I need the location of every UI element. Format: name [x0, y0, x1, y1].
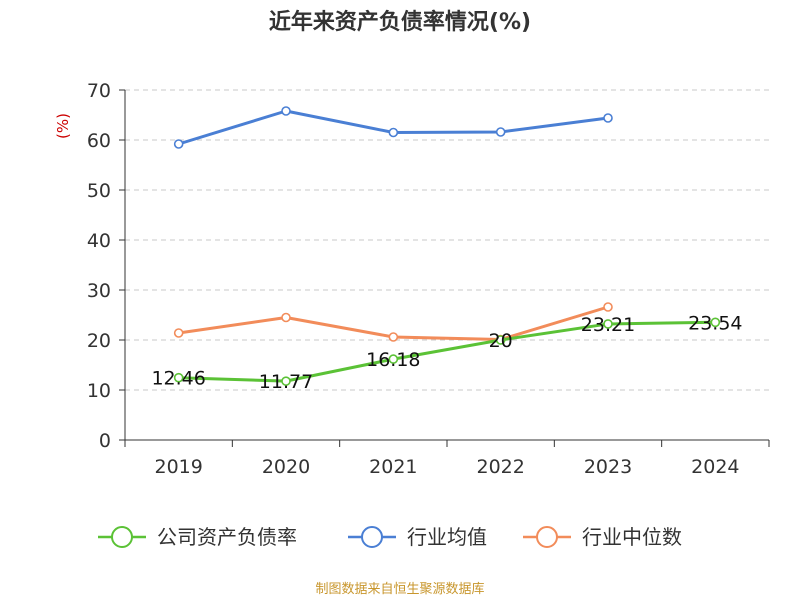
x-tick-label: 2023: [584, 456, 632, 478]
series-layer: [173, 106, 721, 386]
grid-lines: [125, 89, 769, 391]
series-point-0[interactable]: [495, 335, 506, 345]
legend-swatch-marker: [361, 526, 383, 548]
series-line-1: [178, 109, 609, 146]
series-line-0: [178, 320, 716, 383]
series-point-0[interactable]: [281, 376, 291, 386]
series-point-1[interactable]: [603, 113, 613, 123]
data-label: 16.18: [366, 349, 420, 371]
y-tick-label: 50: [87, 180, 111, 202]
legend-item-1[interactable]: 行业均值: [348, 525, 487, 549]
series-point-1[interactable]: [495, 127, 506, 137]
y-axis-unit-label: (%): [54, 113, 72, 139]
x-tick-label: 2022: [476, 456, 524, 478]
series-point-1[interactable]: [281, 106, 291, 116]
series-point-2[interactable]: [281, 312, 291, 323]
chart-source: 制图数据来自恒生聚源数据库: [315, 582, 485, 597]
series-point-1[interactable]: [173, 139, 184, 149]
y-tick-label: 60: [87, 130, 111, 152]
legend-label: 行业均值: [407, 525, 487, 549]
legend-item-2[interactable]: 行业中位数: [523, 525, 682, 549]
series-point-0[interactable]: [710, 317, 721, 328]
y-tick-label: 10: [87, 380, 111, 402]
x-tick-label: 2024: [691, 456, 739, 478]
series-point-2[interactable]: [173, 328, 184, 338]
x-tick-label: 2019: [154, 456, 202, 478]
data-labels: 12.46 11.77 16.18 20 23.21 23.54: [151, 312, 742, 393]
y-tick-label: 70: [87, 80, 111, 102]
legend-item-0[interactable]: 公司资产负债率: [98, 525, 297, 549]
chart-title: 近年来资产负债率情况(%): [268, 10, 532, 35]
data-label: 12.46: [151, 368, 205, 390]
x-tick-label: 2021: [369, 456, 417, 478]
x-tick-label: 2020: [262, 456, 310, 478]
series-point-0[interactable]: [173, 372, 184, 383]
data-label: 23.21: [581, 314, 635, 336]
y-tick-label: 30: [87, 280, 111, 302]
legend-label: 公司资产负债率: [157, 525, 297, 549]
y-tick-label: 20: [87, 330, 111, 352]
series-point-2[interactable]: [603, 302, 613, 312]
series-point-0[interactable]: [388, 354, 399, 364]
y-tick-label: 0: [99, 430, 111, 452]
data-label: 11.77: [259, 371, 313, 393]
series-point-1[interactable]: [388, 127, 399, 138]
series-point-0[interactable]: [603, 319, 613, 329]
legend-swatch-marker: [536, 526, 558, 548]
legend[interactable]: 公司资产负债率 行业均值 行业中位数: [98, 525, 682, 549]
axes: 0 10 20 30 40 50 60 70 2019 2020 2021 2022 2023 2024: [87, 80, 770, 478]
data-label: 20: [489, 330, 513, 352]
data-label: 23.54: [688, 312, 742, 334]
series-point-2[interactable]: [388, 332, 399, 342]
legend-label: 行业中位数: [582, 525, 682, 549]
legend-swatch-marker: [111, 526, 133, 548]
y-tick-label: 40: [87, 230, 111, 252]
